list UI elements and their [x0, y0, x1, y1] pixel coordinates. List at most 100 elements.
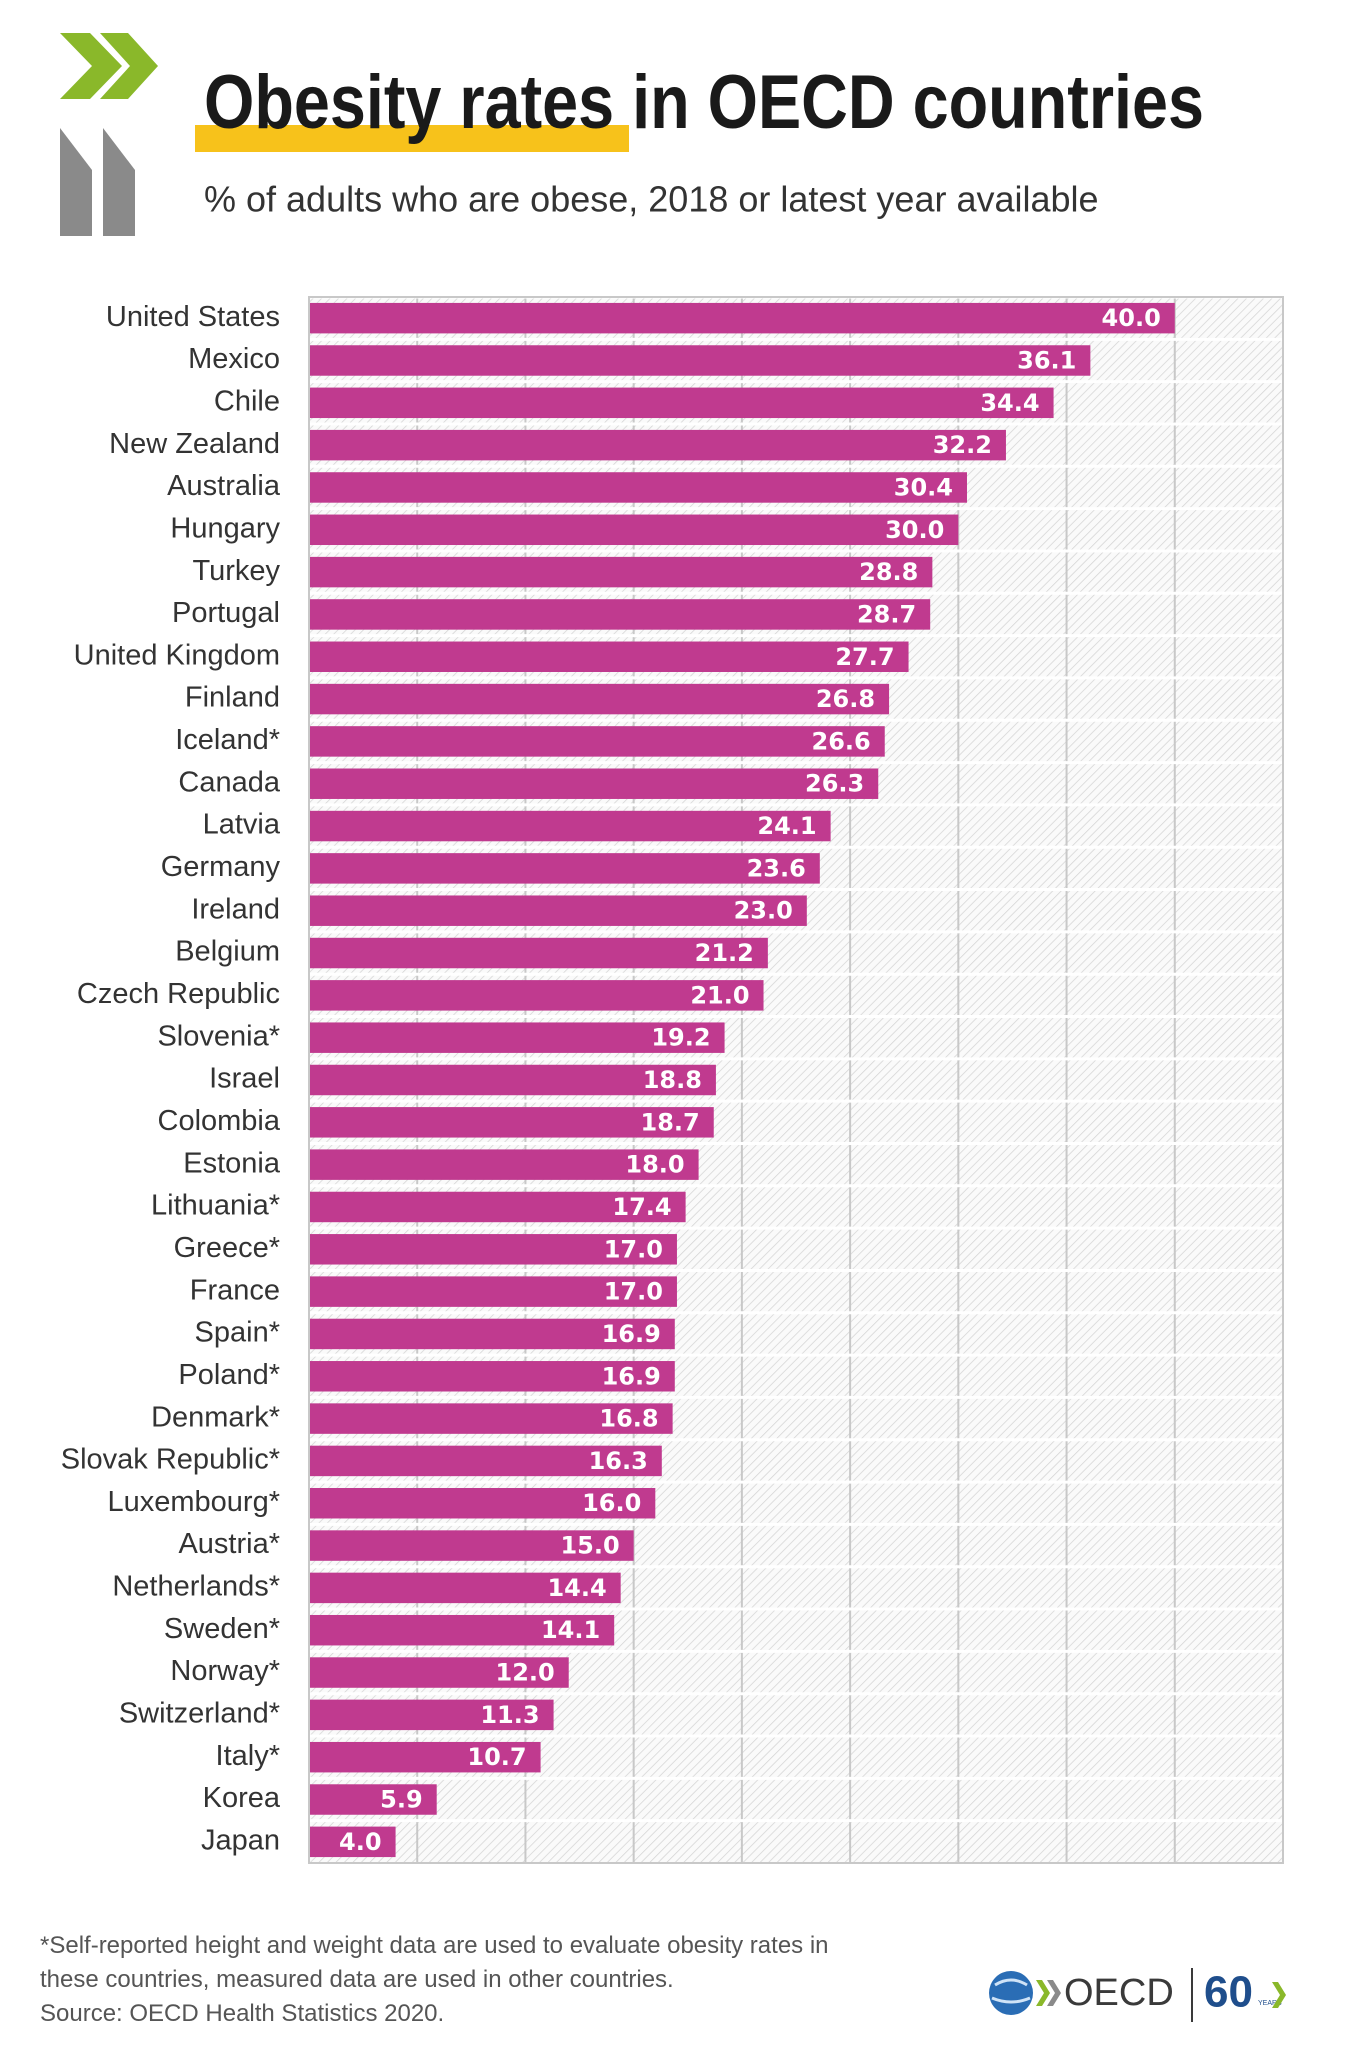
value-label: 11.3 [480, 1701, 539, 1729]
y-tick-label: New Zealand [109, 428, 280, 460]
bar [309, 1488, 656, 1519]
value-label: 28.8 [859, 558, 918, 586]
bar [309, 1361, 675, 1392]
value-label: 16.9 [602, 1320, 661, 1348]
value-label: 24.1 [757, 812, 816, 840]
logo-years: YEARS [1258, 2000, 1282, 2007]
y-tick-label: Germany [161, 851, 281, 883]
plot-area: United States 40.0 Mexico 36.1 Chile 34.4 New … [61, 295, 1284, 1864]
bar [309, 1191, 686, 1223]
y-tick-label: Mexico [188, 343, 280, 375]
bar [309, 641, 909, 672]
y-tick-label: Norway* [170, 1655, 280, 1687]
y-tick-label: Sweden* [164, 1613, 280, 1645]
y-tick-label: Ireland [191, 893, 280, 925]
y-tick-label: Slovenia* [157, 1020, 280, 1052]
y-tick-label: Colombia [158, 1105, 281, 1137]
y-tick-label: Estonia [183, 1147, 281, 1179]
bar [309, 1657, 569, 1688]
logo-60: 60 [1204, 1968, 1253, 2017]
value-label: 27.7 [835, 643, 894, 671]
value-label: 12.0 [496, 1659, 555, 1687]
y-tick-label: Lithuania* [151, 1190, 280, 1222]
y-tick-label: Australia [167, 470, 281, 502]
bar [309, 726, 885, 757]
value-label: 17.0 [604, 1278, 663, 1306]
y-tick-label: Hungary [170, 512, 280, 544]
value-label: 32.2 [933, 431, 992, 459]
bar [309, 1614, 615, 1646]
value-label: 16.3 [589, 1447, 648, 1475]
value-label: 5.9 [380, 1786, 423, 1814]
bar [309, 514, 959, 546]
source: Source: OECD Health Statistics 2020. [40, 2000, 444, 2027]
y-tick-label: Czech Republic [77, 978, 280, 1010]
bar [309, 1784, 437, 1815]
bar [309, 810, 831, 842]
value-label: 16.8 [599, 1405, 658, 1433]
y-tick-label: Switzerland* [119, 1698, 280, 1730]
y-tick-label: Greece* [174, 1232, 280, 1264]
bar [309, 683, 890, 715]
value-label: 17.0 [604, 1235, 663, 1263]
bar [309, 895, 807, 926]
y-tick-label: Denmark* [151, 1401, 280, 1433]
oecd-chevrons [60, 33, 158, 236]
value-label: 28.7 [857, 600, 916, 628]
bar [309, 1234, 677, 1265]
value-label: 14.4 [547, 1574, 606, 1602]
value-label: 26.8 [816, 685, 875, 713]
value-label: 16.0 [582, 1489, 641, 1517]
bar [309, 1064, 716, 1096]
bar [309, 1276, 677, 1307]
y-tick-label: Turkey [192, 555, 280, 587]
y-tick-label: Latvia [203, 809, 281, 841]
title-highlight [195, 125, 629, 152]
value-label: 23.6 [747, 854, 806, 882]
y-tick-label: Luxembourg* [108, 1486, 281, 1518]
y-tick-label: Poland* [178, 1359, 280, 1391]
bar [309, 1699, 554, 1731]
bar [309, 1107, 714, 1138]
value-label: 21.2 [695, 939, 754, 967]
value-label: 17.4 [612, 1193, 671, 1221]
value-label: 15.0 [560, 1532, 619, 1560]
y-tick-label: Portugal [172, 597, 280, 629]
value-label: 18.8 [643, 1066, 702, 1094]
bar [309, 1530, 634, 1561]
logo-text: OECD [1064, 1972, 1174, 2014]
bar [309, 1022, 725, 1053]
globe [989, 1971, 1033, 2015]
value-label: 10.7 [467, 1743, 526, 1771]
y-tick-label: Netherlands* [112, 1571, 280, 1603]
y-tick-label: Canada [178, 766, 280, 798]
bar [309, 387, 1054, 419]
chart-title: Obesity rates in OECD countries [204, 60, 1204, 145]
footnote: *Self-reported height and weight data ar… [40, 1932, 829, 1959]
value-label: 19.2 [651, 1024, 710, 1052]
bar [309, 1149, 699, 1180]
value-label: 26.3 [805, 770, 864, 798]
value-label: 21.0 [690, 981, 749, 1009]
value-label: 16.9 [602, 1362, 661, 1390]
value-label: 26.6 [812, 727, 871, 755]
bar [309, 345, 1091, 376]
chart-subtitle: % of adults who are obese, 2018 or lates… [204, 179, 1099, 220]
bar [309, 1741, 541, 1773]
bar [309, 980, 764, 1011]
bar [309, 599, 931, 630]
bar [309, 1318, 675, 1350]
y-tick-label: Israel [209, 1063, 280, 1095]
bar [309, 472, 967, 503]
y-tick-label: United Kingdom [74, 639, 280, 671]
footnote: these countries, measured data are used … [40, 1966, 674, 1993]
bar [309, 429, 1006, 461]
bar [309, 302, 1175, 334]
value-label: 4.0 [339, 1828, 382, 1856]
y-tick-label: United States [106, 301, 280, 333]
y-tick-label: Japan [201, 1824, 280, 1856]
plot-border [308, 296, 1284, 1864]
bar [309, 1403, 673, 1434]
bar [309, 768, 879, 799]
value-label: 18.7 [641, 1108, 700, 1136]
